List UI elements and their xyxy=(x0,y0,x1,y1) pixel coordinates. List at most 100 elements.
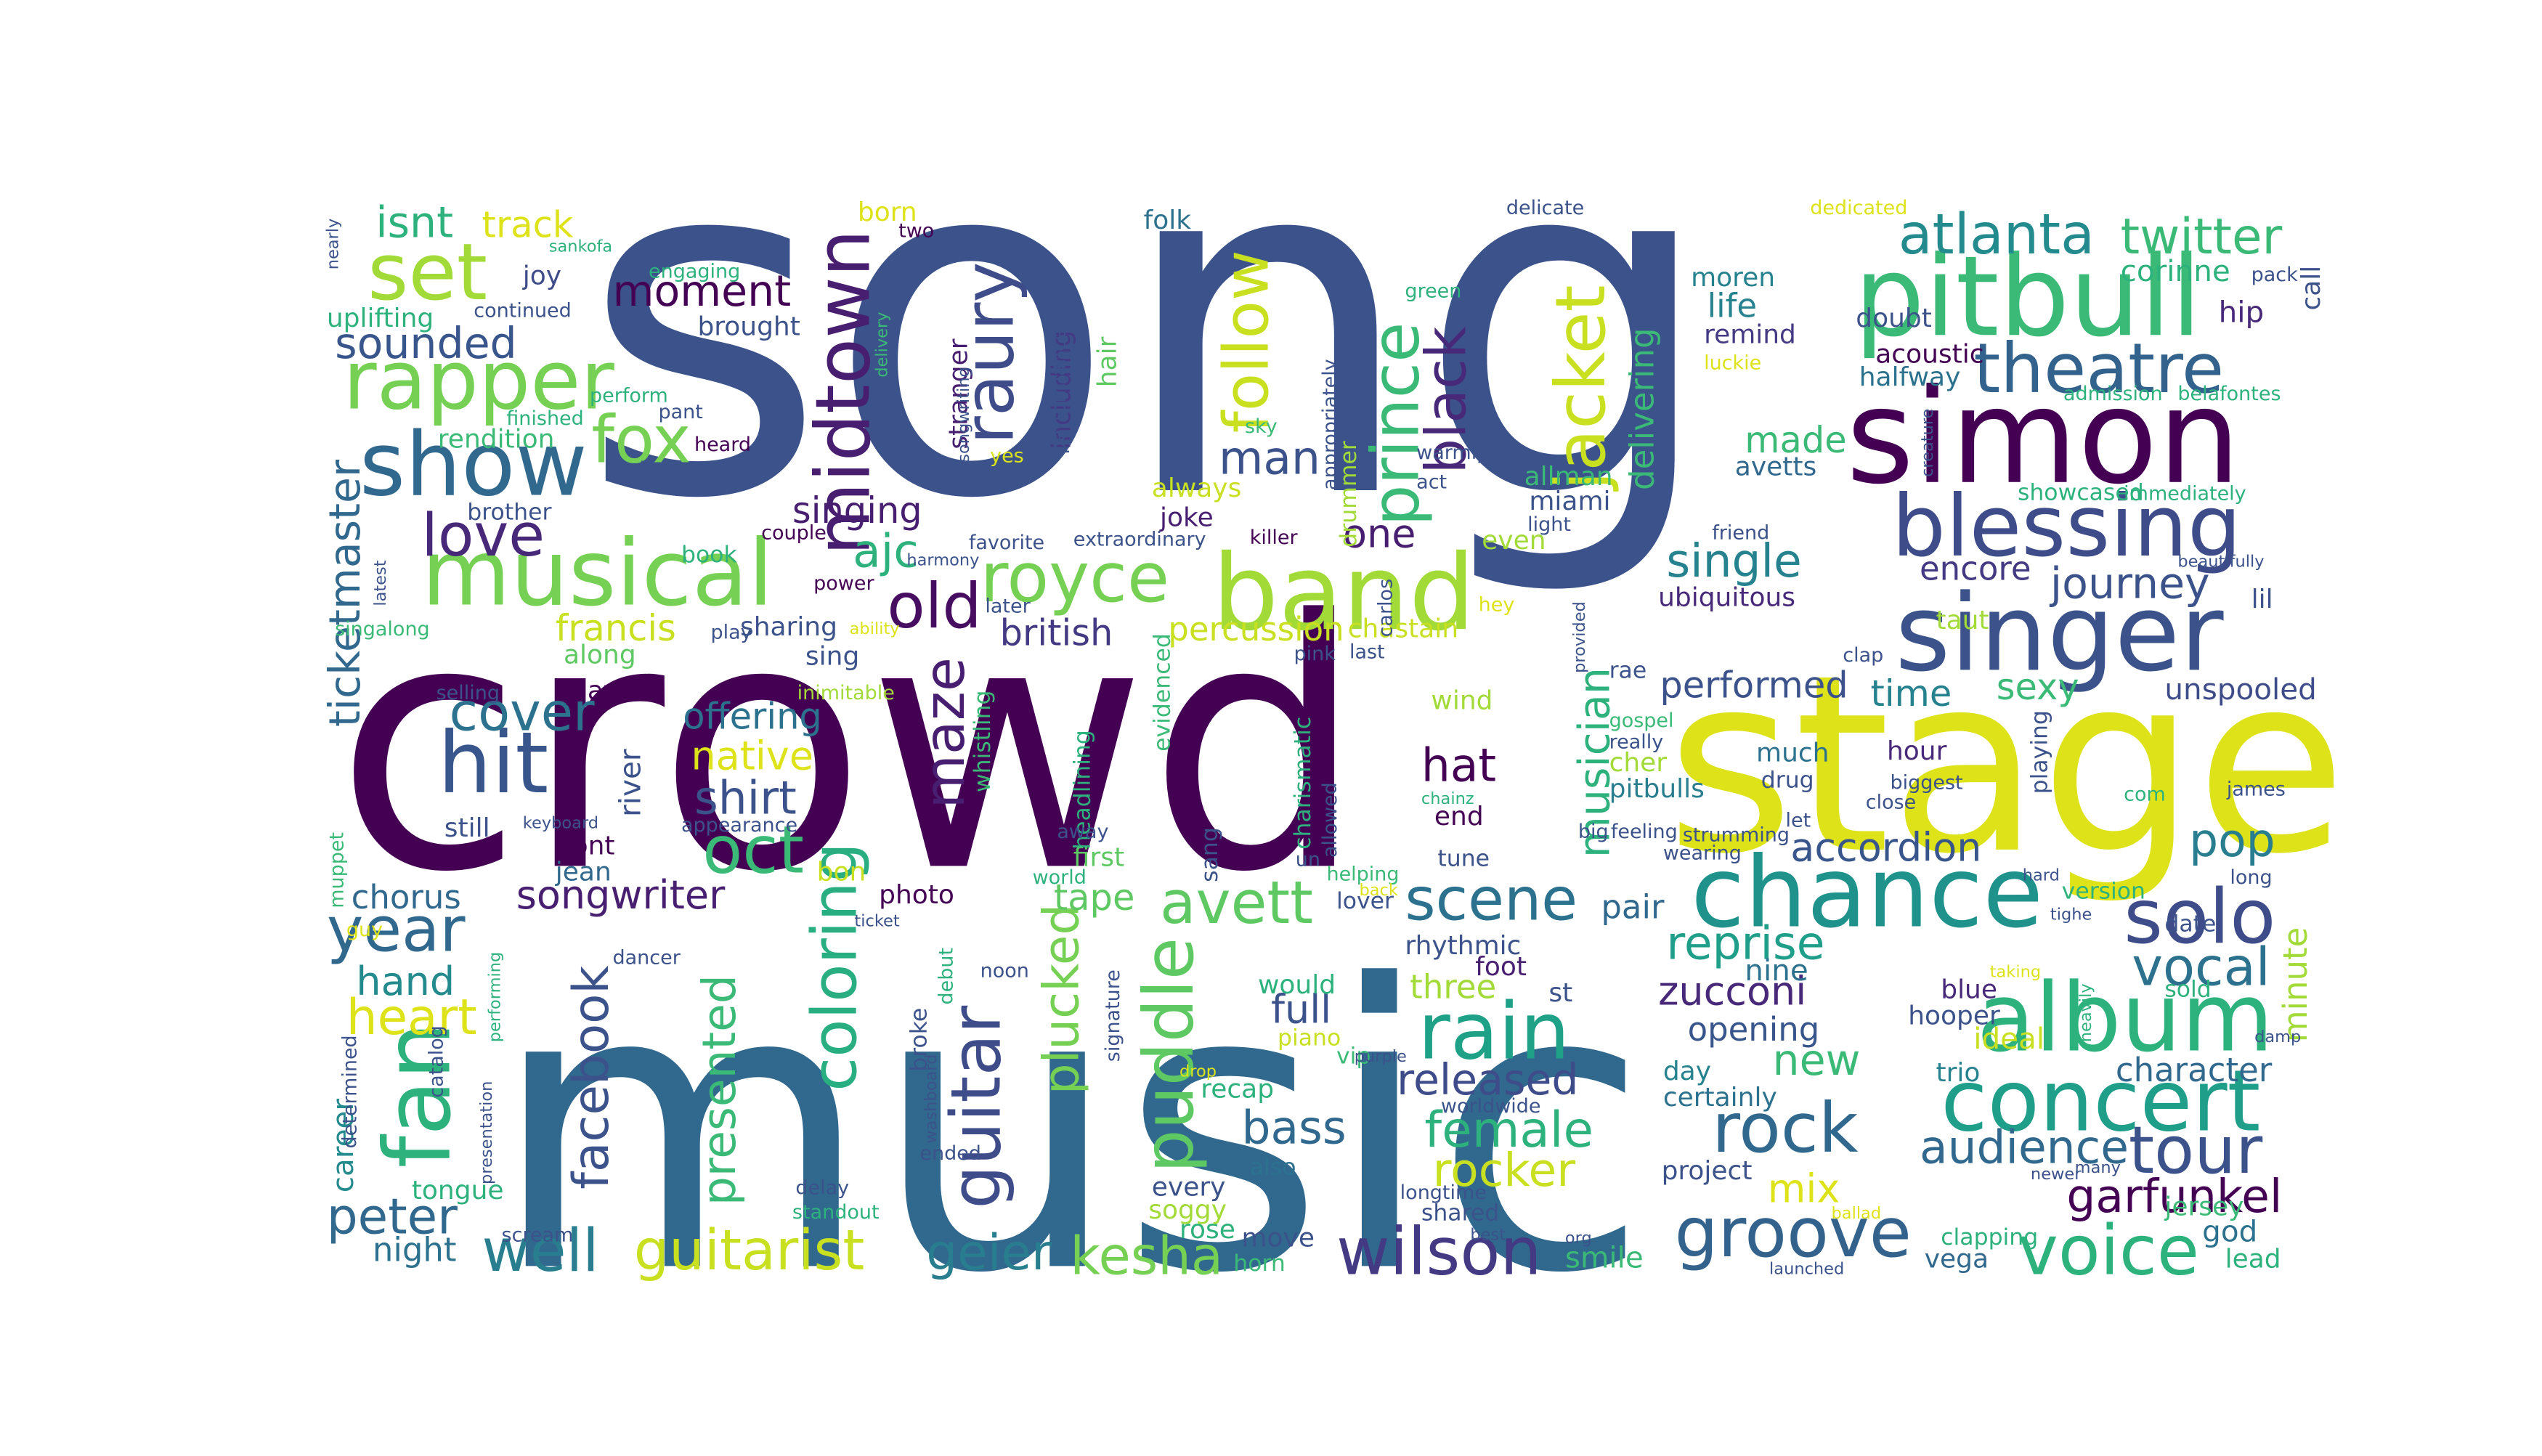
cloud-word: strumming xyxy=(1683,824,1790,847)
cloud-word: muppet xyxy=(325,832,348,908)
cloud-word: date xyxy=(2164,911,2216,937)
cloud-word: vip xyxy=(1336,1043,1371,1069)
cloud-word: power xyxy=(813,572,874,595)
cloud-word: joy xyxy=(522,261,561,291)
cloud-word: appearance xyxy=(681,814,797,837)
cloud-word: sexy xyxy=(1997,666,2079,708)
cloud-word: shirt xyxy=(694,771,797,824)
cloud-word: certainly xyxy=(1663,1083,1777,1113)
cloud-word: shared xyxy=(1421,1200,1499,1226)
cloud-word: luckie xyxy=(1704,352,1761,375)
cloud-word: halfway xyxy=(1859,362,1961,392)
cloud-word: longtime xyxy=(1400,1182,1487,1204)
cloud-word: pack xyxy=(2251,264,2299,286)
cloud-word: hour xyxy=(1887,736,1947,766)
cloud-word: jean xyxy=(555,858,612,887)
cloud-word: always xyxy=(1152,473,1242,503)
cloud-word: black xyxy=(1415,326,1479,474)
cloud-word: sang xyxy=(1197,827,1223,882)
cloud-word: jacket xyxy=(1541,285,1621,492)
cloud-word: best xyxy=(1470,1225,1506,1244)
cloud-word: well xyxy=(482,1217,599,1285)
cloud-word: facebook xyxy=(562,966,620,1189)
cloud-word: lover xyxy=(1336,888,1394,914)
cloud-word: drummer xyxy=(1336,441,1362,548)
cloud-word: pitbulls xyxy=(1609,774,1705,804)
cloud-word: signature xyxy=(1102,969,1124,1062)
cloud-word: doubt xyxy=(1856,304,1932,333)
cloud-word: nearly xyxy=(324,219,343,270)
cloud-word: rock xyxy=(1712,1089,1859,1168)
cloud-word: rapper xyxy=(343,333,614,428)
cloud-word: scream xyxy=(502,1224,574,1247)
cloud-word: avett xyxy=(1160,869,1313,938)
cloud-word: warmly xyxy=(1416,442,1488,464)
cloud-word: allowed xyxy=(1319,782,1341,858)
cloud-word: old xyxy=(887,571,981,643)
cloud-word: debut xyxy=(935,948,957,1005)
cloud-word: ticketmaster xyxy=(320,459,370,727)
cloud-word: acoustic xyxy=(1875,340,1983,370)
cloud-word: wearing xyxy=(1663,842,1742,864)
cloud-word: st xyxy=(1548,978,1572,1008)
cloud-word: hat xyxy=(1421,739,1496,792)
cloud-word: cover xyxy=(450,682,595,743)
cloud-word: release xyxy=(613,457,708,487)
cloud-word: garfunkel xyxy=(2066,1170,2282,1223)
cloud-word: recap xyxy=(1201,1075,1274,1105)
cloud-word: wilson xyxy=(1336,1214,1542,1290)
cloud-word: new xyxy=(1773,1036,1861,1085)
cloud-word: geier xyxy=(926,1224,1052,1281)
cloud-word: friend xyxy=(1712,521,1769,544)
cloud-word: taut xyxy=(1936,606,1989,635)
cloud-word: dedicated xyxy=(1810,197,1907,219)
cloud-word: pant xyxy=(658,401,702,423)
cloud-word: peter xyxy=(327,1187,458,1245)
cloud-word: avetts xyxy=(1735,452,1816,482)
cloud-word: version xyxy=(2062,878,2145,904)
cloud-word: trio xyxy=(1936,1058,1980,1088)
cloud-word: mix xyxy=(1768,1166,1840,1212)
cloud-word: album xyxy=(1977,962,2274,1073)
cloud-word: really xyxy=(1609,731,1664,753)
cloud-word: tune xyxy=(1437,845,1490,871)
cloud-word: beautifully xyxy=(2177,553,2264,572)
cloud-word: track xyxy=(482,203,574,245)
cloud-word: couple xyxy=(761,521,827,544)
cloud-word: belafontes xyxy=(2177,383,2281,405)
cloud-word: hey xyxy=(1479,593,1515,616)
cloud-word: first xyxy=(1073,842,1124,872)
cloud-word: ticket xyxy=(854,912,899,931)
cloud-word: born xyxy=(858,198,917,227)
cloud-word: latest xyxy=(371,560,390,606)
cloud-word: raury xyxy=(950,262,1030,444)
cloud-word: miami xyxy=(1529,487,1610,516)
cloud-word: blessing xyxy=(1892,476,2241,576)
cloud-word: singalong xyxy=(335,618,430,640)
cloud-word: catalog xyxy=(426,1025,448,1098)
cloud-word: singing xyxy=(792,489,922,532)
cloud-word: songwriter xyxy=(516,872,726,918)
cloud-word: whistling xyxy=(970,690,996,792)
cloud-word: performing xyxy=(485,952,504,1043)
cloud-word: horn xyxy=(1233,1250,1286,1277)
cloud-word: chainz xyxy=(1421,789,1474,808)
cloud-word: journey xyxy=(2049,558,2210,608)
cloud-word: zucconi xyxy=(1658,969,1806,1014)
cloud-word: let xyxy=(1786,809,1811,831)
cloud-word: folk xyxy=(1144,206,1192,235)
cloud-word: worldwide xyxy=(1441,1095,1541,1118)
cloud-word: hip xyxy=(2219,294,2265,329)
cloud-word: heart xyxy=(346,988,477,1046)
cloud-word: corinne xyxy=(2121,253,2230,288)
cloud-word: hair xyxy=(1092,336,1122,387)
cloud-word: hand xyxy=(356,959,455,1004)
cloud-word: purple xyxy=(1355,1047,1407,1066)
cloud-word: photo xyxy=(879,880,954,910)
cloud-word: determined xyxy=(338,1035,361,1148)
cloud-word: standout xyxy=(792,1201,880,1224)
cloud-word: isnt xyxy=(375,198,453,247)
cloud-word: singer xyxy=(1895,572,2224,695)
